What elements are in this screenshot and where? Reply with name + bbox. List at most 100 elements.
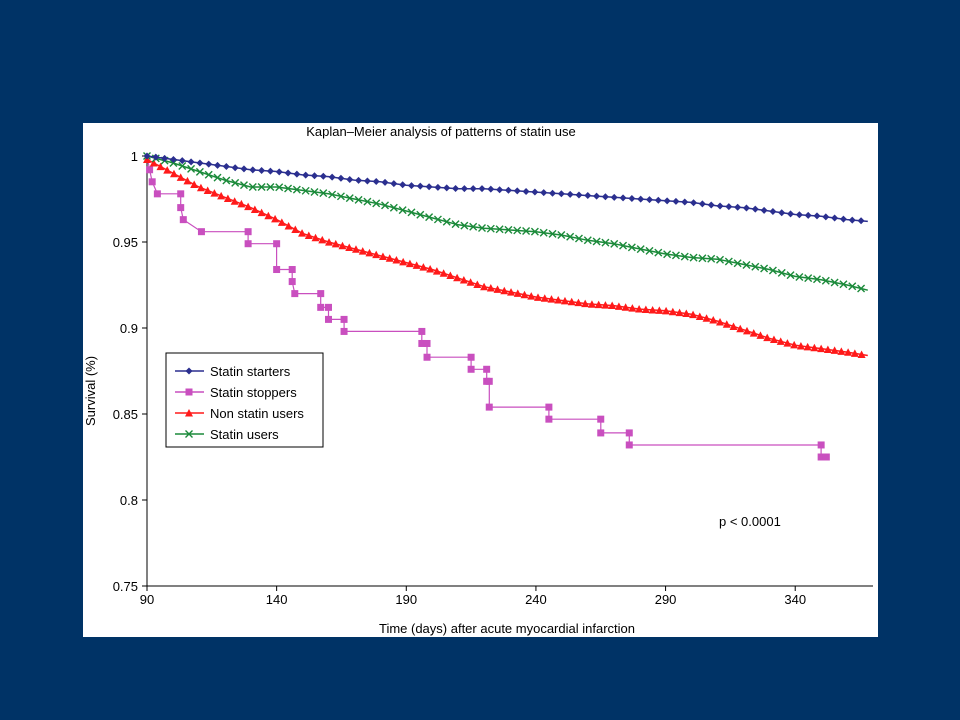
- data-point: [340, 315, 348, 323]
- data-point: [419, 263, 428, 271]
- data-point: [592, 237, 601, 246]
- data-point: [176, 173, 185, 181]
- p-value-annotation: p < 0.0001: [719, 514, 781, 529]
- x-tick-label: 90: [140, 592, 154, 607]
- data-point: [399, 181, 407, 189]
- data-point: [480, 282, 489, 291]
- data-point: [325, 303, 332, 311]
- data-point: [466, 278, 475, 286]
- data-point: [601, 238, 610, 247]
- x-tick-label: 340: [784, 592, 806, 607]
- data-point: [689, 310, 698, 319]
- data-point: [156, 162, 165, 171]
- data-point: [311, 233, 320, 242]
- data-point: [547, 295, 556, 303]
- data-point: [153, 190, 161, 198]
- data-point: [742, 204, 750, 212]
- data-point: [844, 348, 853, 356]
- data-point: [407, 182, 415, 190]
- data-point: [520, 290, 529, 299]
- data-point: [522, 227, 531, 236]
- data-point: [250, 205, 259, 214]
- data-point: [217, 191, 226, 200]
- data-point: [540, 189, 548, 197]
- data-point: [423, 353, 431, 361]
- data-point: [291, 290, 299, 298]
- y-tick-label: 0.9: [120, 321, 138, 336]
- data-point: [378, 252, 387, 260]
- data-point: [302, 171, 310, 179]
- data-point: [288, 266, 296, 274]
- data-point: [584, 192, 592, 200]
- data-point: [848, 216, 856, 224]
- data-point: [822, 453, 830, 461]
- data-point: [317, 303, 325, 311]
- data-point: [298, 229, 307, 237]
- data-point: [527, 292, 536, 300]
- data-point: [214, 161, 222, 169]
- data-point: [812, 275, 821, 284]
- data-point: [288, 278, 296, 286]
- data-point: [273, 266, 281, 274]
- data-point: [266, 182, 275, 191]
- data-point: [405, 259, 414, 268]
- data-point: [407, 208, 416, 217]
- data-point: [837, 347, 846, 355]
- data-point: [530, 227, 539, 236]
- data-point: [513, 187, 521, 195]
- data-point: [258, 166, 266, 174]
- data-point: [487, 185, 495, 193]
- data-point: [301, 186, 310, 195]
- y-tick-label: 0.95: [113, 235, 138, 250]
- data-point: [486, 284, 495, 292]
- data-point: [769, 335, 778, 344]
- data-point: [275, 168, 283, 176]
- data-point: [817, 441, 825, 449]
- x-tick-label: 190: [395, 592, 417, 607]
- data-point: [239, 181, 248, 190]
- data-point: [830, 278, 839, 287]
- kaplan-meier-chart: Kaplan–Meier analysis of patterns of sta…: [83, 124, 873, 636]
- data-point: [821, 276, 830, 285]
- data-point: [724, 257, 733, 266]
- data-point: [817, 453, 825, 461]
- data-point: [433, 215, 442, 224]
- data-point: [698, 254, 707, 263]
- data-point: [593, 192, 601, 200]
- data-point: [317, 290, 325, 298]
- data-point: [619, 241, 628, 250]
- data-point: [682, 309, 691, 318]
- data-point: [345, 243, 354, 252]
- data-point: [610, 239, 619, 248]
- data-point: [787, 210, 795, 218]
- data-point: [354, 195, 363, 204]
- data-point: [823, 345, 832, 354]
- data-point: [817, 344, 826, 353]
- data-point: [304, 231, 313, 239]
- legend-marker: [185, 388, 193, 396]
- data-point: [310, 187, 319, 196]
- data-point: [336, 192, 345, 201]
- data-point: [790, 340, 799, 349]
- data-point: [493, 285, 502, 293]
- data-point: [385, 254, 394, 262]
- data-point: [337, 174, 345, 182]
- data-point: [709, 316, 718, 324]
- data-point: [231, 164, 239, 172]
- data-point: [560, 296, 569, 305]
- data-point: [292, 185, 301, 194]
- data-point: [707, 254, 716, 263]
- data-point: [614, 302, 623, 310]
- data-point: [196, 183, 205, 192]
- data-point: [625, 429, 633, 437]
- data-point: [796, 341, 805, 350]
- series-line: [146, 155, 827, 458]
- data-point: [716, 255, 725, 264]
- data-point: [328, 190, 337, 199]
- data-point: [163, 166, 172, 174]
- x-tick-label: 140: [266, 592, 288, 607]
- legend-item: Non statin users: [175, 406, 304, 421]
- data-point: [179, 216, 187, 224]
- data-point: [756, 331, 765, 339]
- data-point: [539, 228, 548, 237]
